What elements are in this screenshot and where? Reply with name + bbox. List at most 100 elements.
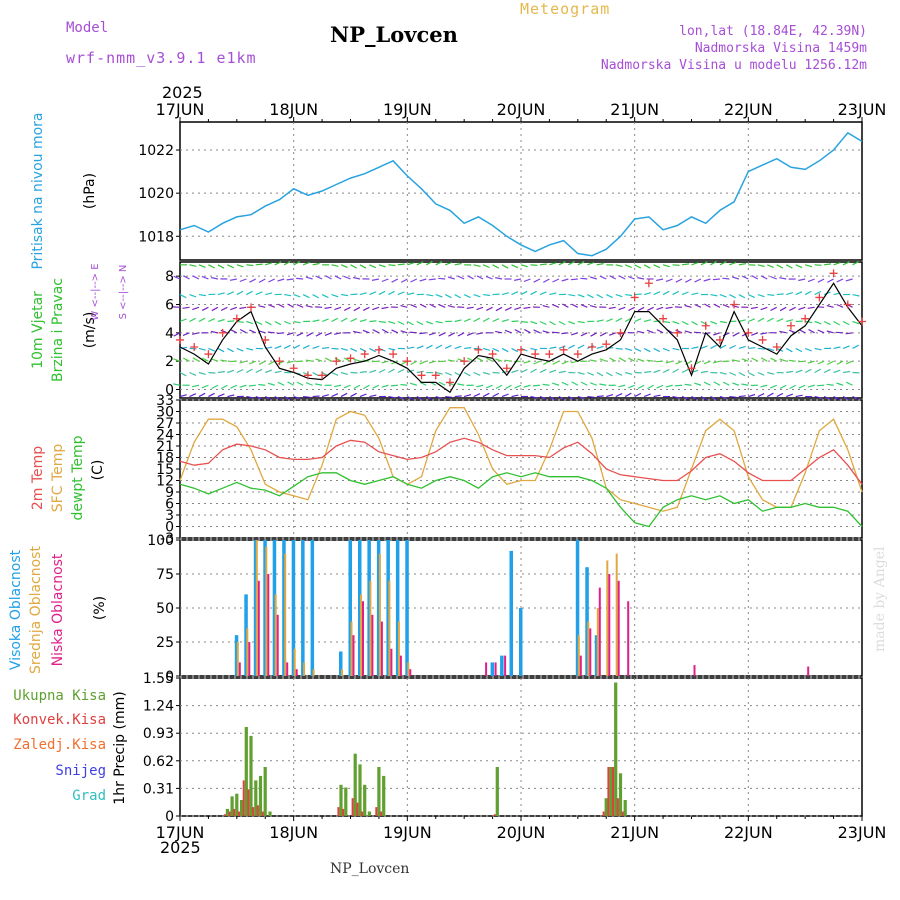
wind-arrow [239, 360, 247, 364]
cloud-bar [627, 601, 630, 676]
wind-arrow [454, 345, 462, 349]
wind-arrow [845, 360, 853, 365]
wind-arrow [798, 329, 806, 334]
pressure-units-label: (hPa) [82, 173, 98, 209]
wind-arrow [805, 264, 813, 268]
wind-arrow [201, 306, 209, 311]
cloud-bar [615, 553, 618, 676]
wind-arrow [191, 384, 200, 388]
wind-arrow [580, 332, 588, 337]
precip-conv-bar [337, 807, 340, 816]
wind-arrow [779, 358, 787, 362]
wind-arrow [302, 344, 310, 349]
wind-arrow [400, 305, 408, 308]
wind-arrow [476, 357, 484, 362]
wind-arrow [712, 278, 720, 281]
wind-arrow [738, 345, 746, 349]
wind-arrow [293, 320, 301, 324]
wind-arrow [495, 277, 503, 280]
wind-arrow [325, 275, 332, 280]
wind-arrow [312, 345, 320, 349]
wind-arrow [419, 381, 427, 386]
wind-arrow [410, 304, 418, 308]
wind-arrow [625, 371, 633, 375]
panel-frame [179, 677, 863, 817]
wind-arrow [211, 358, 219, 362]
wind-arrow [217, 393, 225, 398]
wind-arrow [321, 294, 329, 299]
wind-arrow [350, 264, 357, 269]
wind-arrow [634, 318, 642, 323]
wind-arrow [274, 261, 282, 266]
wind-arrow [277, 332, 285, 335]
wind-arrow [543, 360, 550, 366]
cloud-bar [407, 662, 410, 676]
cloud-bar [234, 635, 239, 676]
wind-gust-mark [772, 343, 781, 351]
wind-arrow [258, 330, 266, 334]
wind-arrow [473, 393, 481, 398]
wind-arrow [766, 392, 774, 398]
wind-arrow [409, 382, 417, 386]
wind-arrow [438, 277, 446, 280]
wind-arrow [729, 395, 737, 398]
wind-arrow [182, 332, 190, 336]
wind-arrow [501, 370, 510, 374]
wind-arrow [757, 371, 765, 376]
wind-arrow [229, 278, 237, 281]
wind-arrow [495, 306, 503, 312]
wind-arrow [505, 384, 512, 390]
precip-legend-5: Grad [72, 788, 106, 804]
wind-arrow [239, 384, 247, 388]
wind-arrow [391, 278, 399, 283]
cloud-bar [303, 662, 306, 676]
wind-arrow [751, 357, 759, 362]
wind-arrow [691, 320, 698, 326]
cloud-bar [617, 580, 620, 676]
wind-arrow [454, 294, 462, 299]
cloud-bar [596, 608, 599, 676]
cloud-bar [579, 655, 582, 676]
wind-arrow [779, 306, 787, 312]
wind-arrow [615, 347, 623, 350]
wind-arrow [795, 291, 803, 296]
precip-total-bar [249, 735, 253, 816]
wind-arrow [343, 275, 351, 280]
wind-arrow [277, 303, 285, 308]
wind-arrow [511, 291, 519, 296]
wind-arrow [340, 293, 349, 297]
temp-tick-label: -3 [160, 531, 174, 547]
wind-arrow [807, 278, 815, 283]
cloud-bar [409, 669, 412, 676]
wind-arrow [286, 332, 294, 336]
wind-arrow [608, 306, 616, 310]
cloud-bar [371, 614, 374, 676]
wind-arrow [823, 368, 831, 374]
wind-gust-mark [744, 328, 753, 337]
wind-arrow [400, 383, 408, 386]
cloud-bar [388, 580, 391, 676]
wind-arrow [265, 262, 273, 266]
x-tick-bottom: 22JUN [724, 823, 773, 842]
wind-arrow [410, 360, 418, 366]
x-tick-top: 19JUN [383, 100, 432, 119]
wind-gust-mark [502, 364, 511, 373]
wind-arrow [350, 371, 358, 374]
wind-arrow [293, 344, 301, 349]
cloud-bar [594, 635, 599, 676]
wind-arrow [523, 384, 531, 388]
wind-arrow [712, 360, 721, 364]
wind-arrow [369, 394, 377, 398]
dewpt-line [179, 472, 863, 528]
wind-arrow [372, 306, 380, 311]
wind-arrow [606, 318, 613, 323]
wind-arrow [426, 320, 434, 325]
wind-arrow [770, 357, 778, 362]
wind-arrow [378, 290, 386, 296]
precip-total-bar [382, 775, 386, 816]
wind-tick-label: 4 [165, 326, 174, 342]
wind-arrow [381, 328, 389, 334]
precip-total-bar [240, 800, 244, 816]
wind-arrow [539, 396, 547, 400]
panel-1 [179, 121, 863, 261]
